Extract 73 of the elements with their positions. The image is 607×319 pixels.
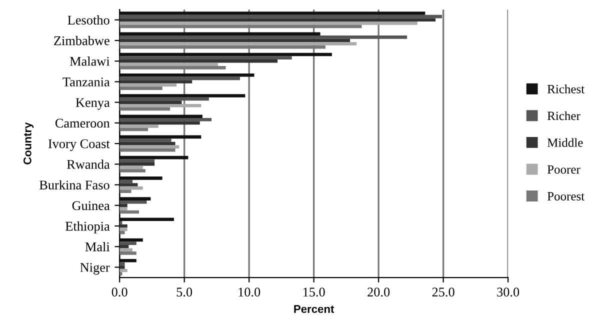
bar [120,186,143,190]
bar [120,36,408,39]
bar [120,56,292,60]
bar [120,18,436,22]
bar [120,156,188,160]
x-tick-label: 0.0 [112,288,128,297]
x-tick-label: 30.0 [497,288,520,297]
y-tick-label: Ethiopia [66,221,110,234]
bar [120,118,212,122]
bar [120,80,192,84]
y-tick-label: Zimbabwe [54,36,110,46]
bar [120,135,202,139]
bar [120,138,172,142]
y-tick-label: Malawi [70,56,110,66]
bar [120,73,254,77]
y-tick-label: Niger [80,263,110,275]
y-tick-label: Tanzania [62,78,110,86]
bar [120,94,246,98]
bar [120,166,143,170]
bar [120,244,129,248]
legend-label: Richest [547,84,584,94]
bar [120,162,155,166]
bar [120,104,202,108]
bar [120,228,128,231]
bar [120,114,202,118]
y-axis-title: Country [24,122,34,164]
legend-label: Richer [547,111,580,120]
x-tick-label: 25.0 [432,288,454,297]
y-tick-label: Rwanda [67,160,110,169]
bar [120,38,350,42]
bar [120,42,357,46]
x-tick-label: 15.0 [303,288,325,297]
legend-label: Middle [547,138,583,147]
bar [120,14,442,18]
legend-label: Poorest [547,192,585,200]
bar [120,121,200,125]
bar [120,266,125,269]
bar [120,124,158,128]
bar [120,200,147,204]
bar [120,204,128,208]
bar [120,22,418,25]
y-tick-label: Lesotho [68,15,110,25]
x-axis-title: Percent [294,305,334,313]
y-tick-label: Cameroon [55,118,110,128]
y-tick-label: Burkina Faso [40,180,110,190]
bar [120,76,240,80]
x-tick-label: 5.0 [176,288,192,297]
x-tick-label: 20.0 [368,288,390,297]
y-tick-label: Guinea [72,201,110,210]
bar [120,258,136,262]
bar [120,59,278,63]
bar [120,145,180,148]
bar [120,32,320,36]
x-tick-label: 10.0 [238,288,260,297]
bar [120,218,174,222]
bar [120,100,182,104]
bar [120,183,138,186]
bar [120,176,162,180]
y-tick-label: Mali [85,242,110,252]
bar [120,238,143,242]
bar [120,12,426,15]
y-tick-label: Kenya [76,98,110,110]
legend-label: Poorer [547,165,580,174]
bar [120,242,136,245]
bar [120,142,176,146]
bar [120,62,218,66]
bar [120,83,177,87]
bar [120,52,332,56]
bar [120,97,209,101]
bar [120,207,128,210]
y-tick-label: Ivory Coast [48,139,110,151]
bar [120,197,151,200]
bar [120,159,155,163]
